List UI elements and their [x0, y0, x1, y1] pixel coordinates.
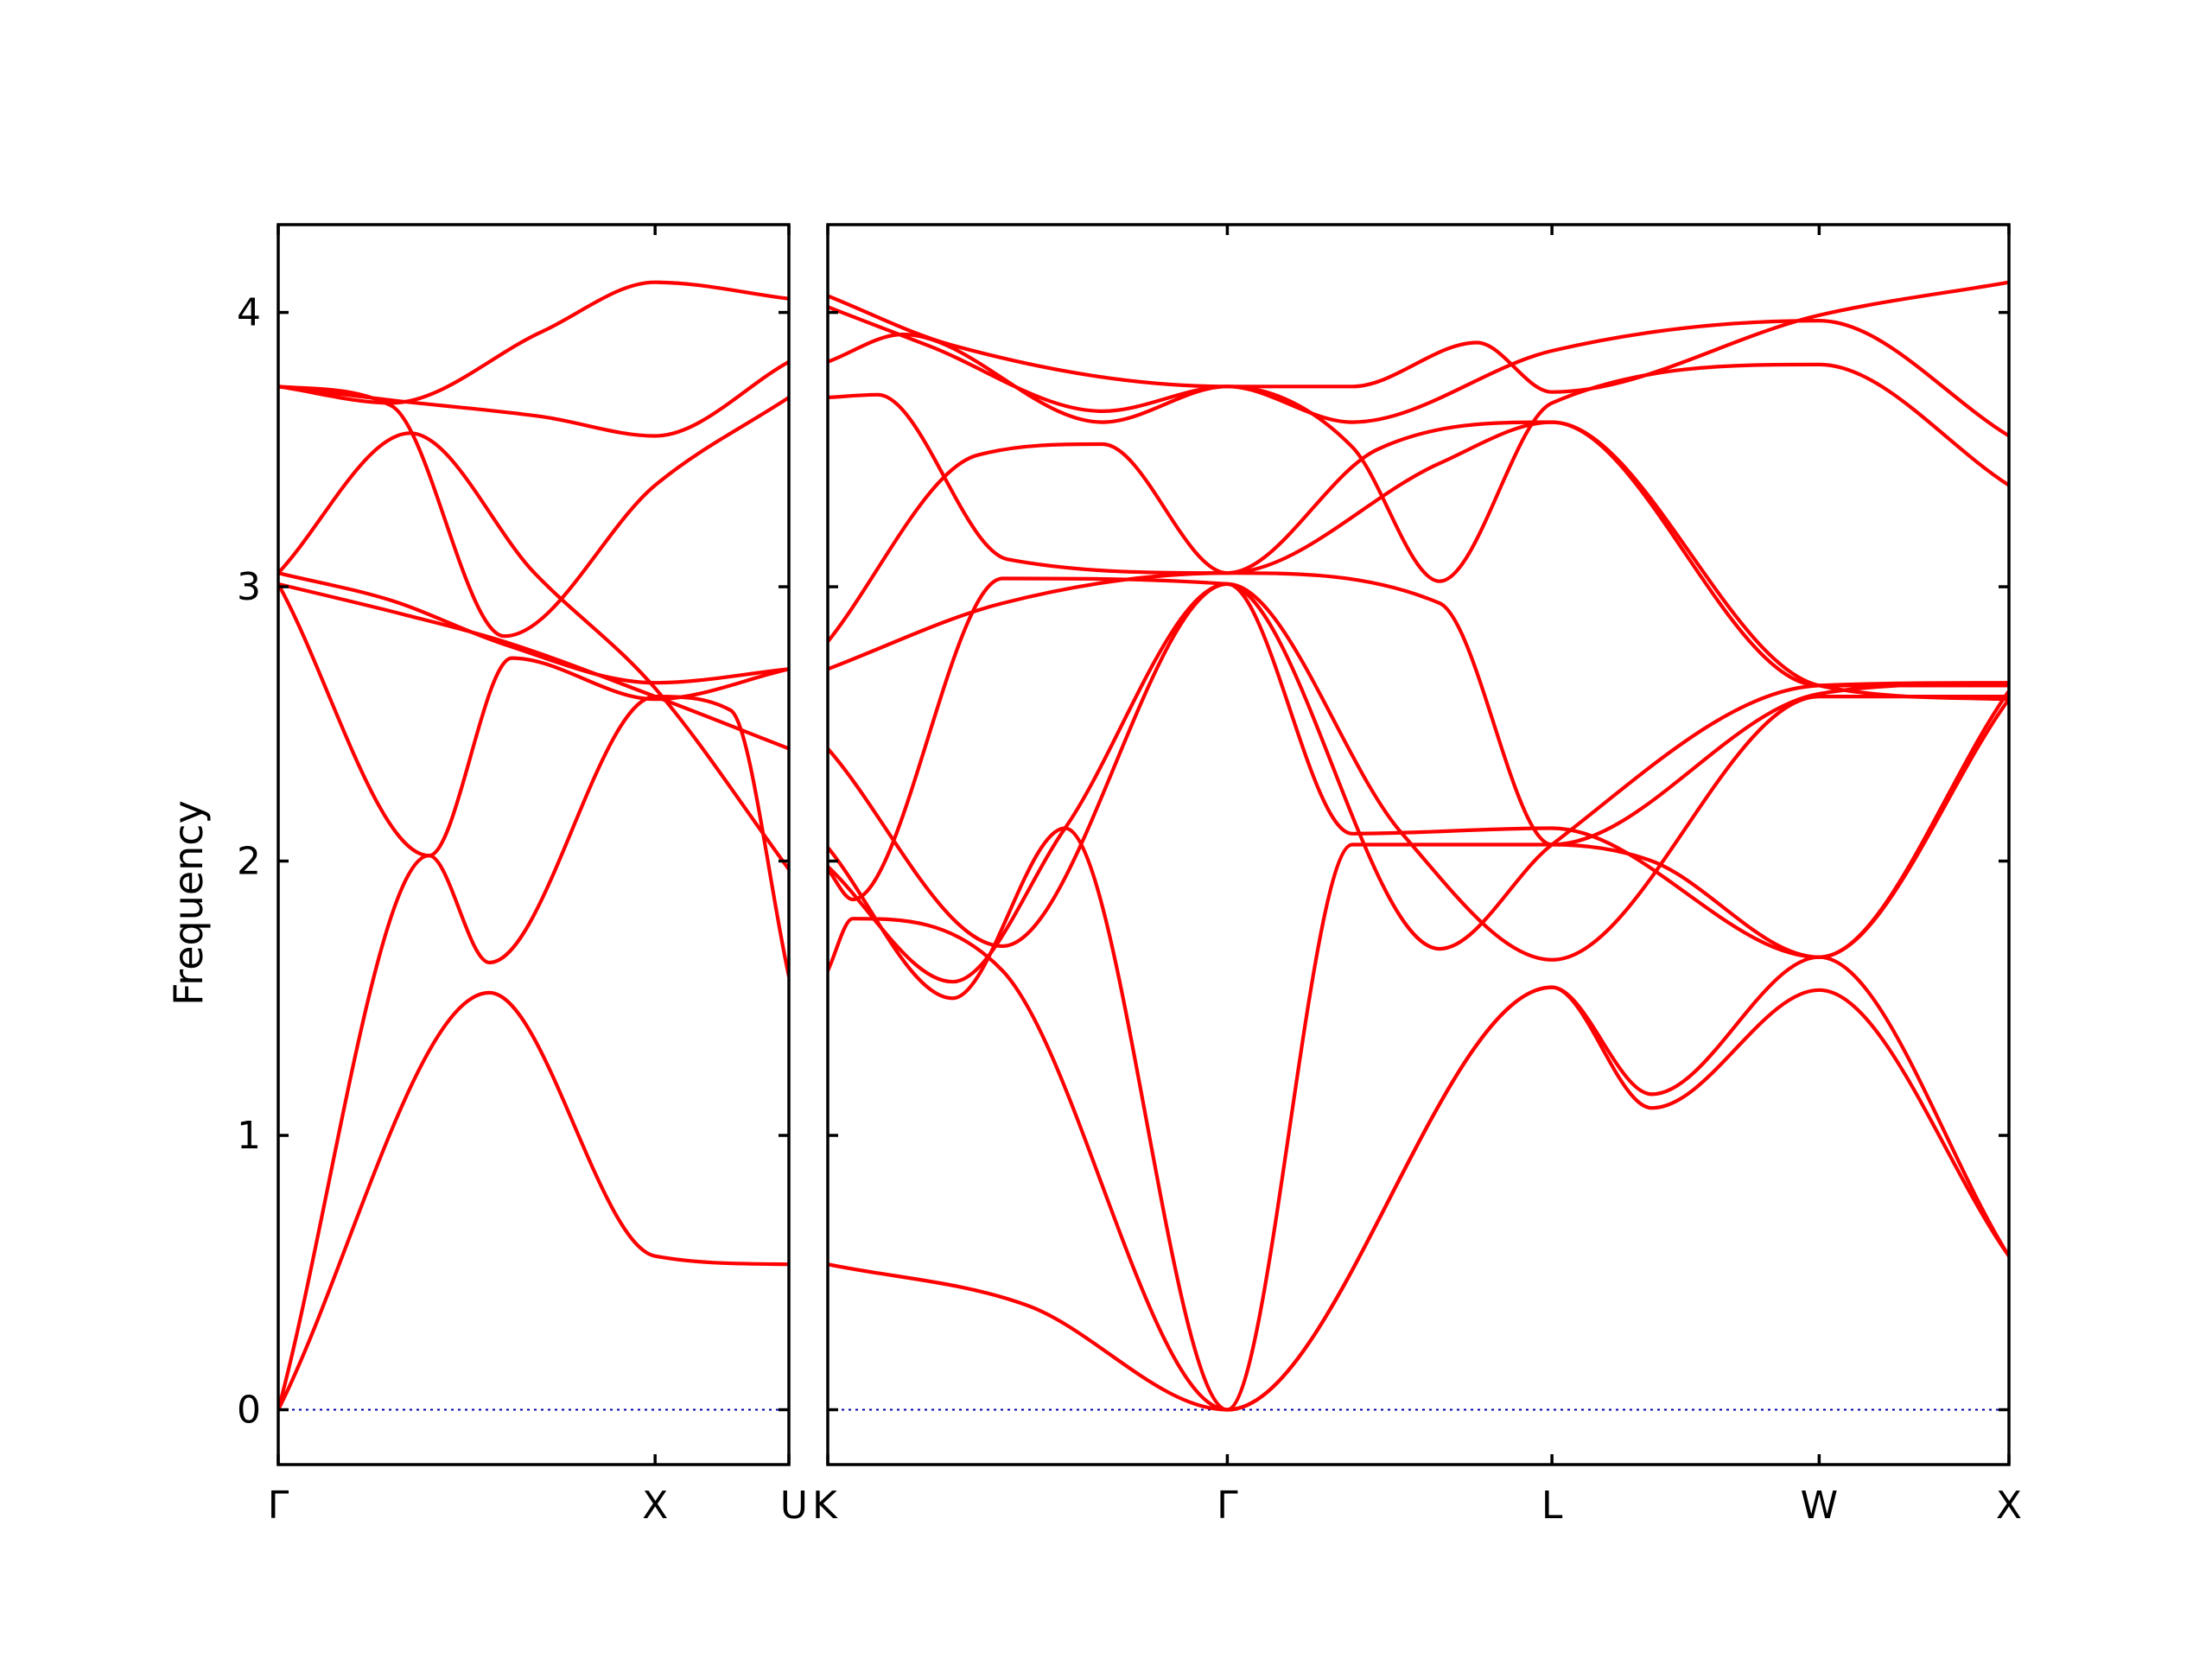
- plot-frame: [826, 223, 2011, 1466]
- y-tick-label: 3: [237, 565, 261, 609]
- band-line-2: [278, 695, 789, 1412]
- y-axis-label: Frequency: [165, 800, 212, 1006]
- y-tick-label: 4: [237, 291, 261, 335]
- x-tick-label: W: [1801, 1484, 1839, 1528]
- y-tick-label: 0: [237, 1389, 261, 1433]
- x-tick-label: L: [1541, 1484, 1563, 1528]
- band-series-group: [828, 280, 2009, 1412]
- band-line-5: [278, 571, 789, 685]
- x-tick-label: Γ: [268, 1484, 289, 1528]
- band-line-6: [828, 576, 2009, 951]
- x-tick-label: Γ: [1217, 1484, 1238, 1528]
- band-line-3: [278, 582, 789, 858]
- band-series-group: [278, 280, 789, 1412]
- y-tick-label: 2: [237, 840, 261, 884]
- band-line-8: [278, 359, 789, 438]
- band-line-7: [828, 571, 2009, 847]
- band-line-4: [278, 582, 789, 751]
- panel-1: 0 1 2 3 4 Γ X U: [237, 223, 808, 1528]
- x-tick-label: X: [1996, 1484, 2022, 1528]
- plot-frame: [276, 223, 791, 1466]
- band-line-10: [828, 332, 2009, 583]
- band-line-1: [828, 985, 2009, 1412]
- x-tick-label: K: [812, 1484, 838, 1528]
- band-line-9: [828, 392, 2009, 702]
- band-line-1: [278, 990, 789, 1412]
- band-line-7: [278, 385, 789, 639]
- band-line-12: [828, 280, 2009, 394]
- x-tick-label: X: [642, 1484, 668, 1528]
- y-tick-label: 1: [237, 1114, 261, 1158]
- band-line-5: [828, 582, 2009, 962]
- band-line-3: [828, 697, 2009, 1412]
- band-line-9: [278, 280, 789, 405]
- band-line-11: [828, 305, 2009, 438]
- band-line-8: [828, 420, 2009, 688]
- band-line-4: [828, 582, 2009, 984]
- x-tick-label: U: [780, 1484, 808, 1528]
- band-line-6: [278, 431, 789, 872]
